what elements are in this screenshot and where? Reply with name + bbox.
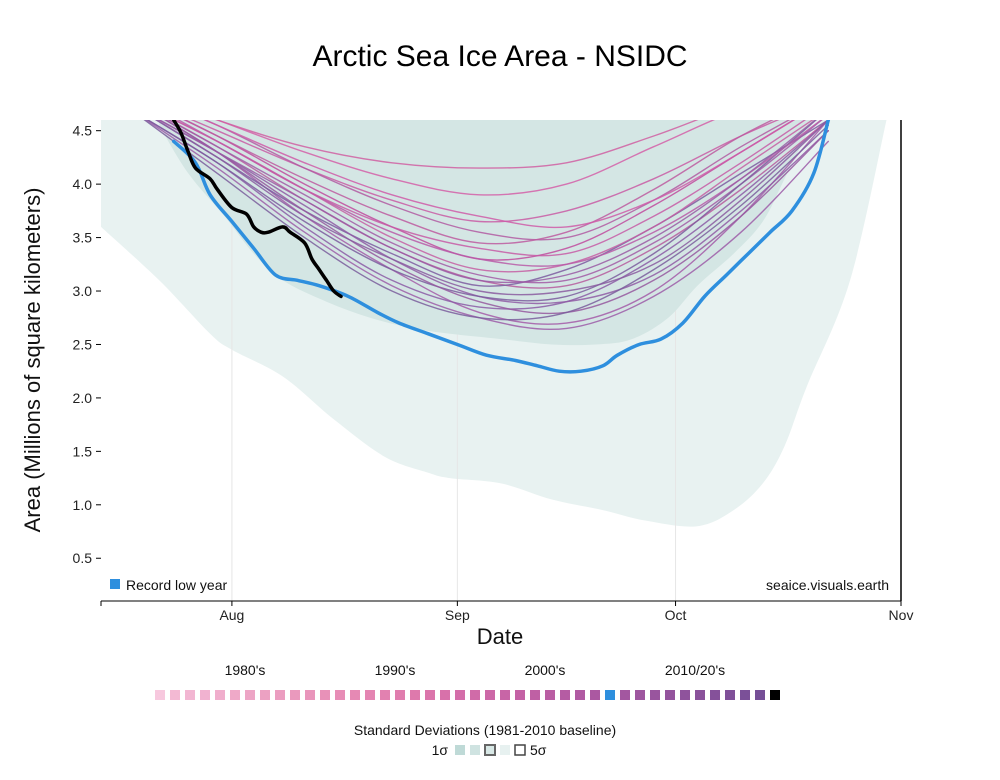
year-legend-square[interactable] — [530, 690, 540, 700]
series-line-2024 — [171, 120, 343, 299]
year-legend-square[interactable] — [170, 690, 180, 700]
year-legend-square[interactable] — [740, 690, 750, 700]
series-line-s7 — [190, 120, 780, 223]
year-legend-square[interactable] — [395, 690, 405, 700]
year-legend-square[interactable] — [410, 690, 420, 700]
y-tick-label: 0.5 — [73, 550, 93, 566]
year-legend-square[interactable] — [155, 690, 165, 700]
year-legend-square[interactable] — [725, 690, 735, 700]
sd-legend-square — [470, 745, 480, 755]
y-tick-label: 4.0 — [73, 176, 93, 192]
year-legend-square[interactable] — [500, 690, 510, 700]
legend-swatch-record-low — [110, 579, 120, 589]
year-legend-square[interactable] — [605, 690, 615, 700]
series-line-s1 — [164, 120, 829, 325]
series-line-s12 — [215, 120, 699, 169]
year-legend-square[interactable] — [545, 690, 555, 700]
year-legend-square[interactable] — [680, 690, 690, 700]
x-axis-title: Date — [477, 624, 523, 649]
y-tick-label: 3.5 — [73, 230, 93, 246]
sd-legend — [455, 744, 526, 756]
year-legend-square[interactable] — [485, 690, 495, 700]
year-legend-square[interactable] — [650, 690, 660, 700]
year-legend-square[interactable] — [455, 690, 465, 700]
sd-low-label: 1σ — [432, 742, 449, 758]
series-line-s15 — [183, 120, 774, 245]
year-legend-square[interactable] — [665, 690, 675, 700]
year-legend-square[interactable] — [290, 690, 300, 700]
year-legend-square[interactable] — [365, 690, 375, 700]
year-legend-square[interactable] — [770, 690, 780, 700]
plot-area — [101, 120, 887, 601]
series-line-s14 — [146, 120, 817, 302]
year-legend-square[interactable] — [635, 690, 645, 700]
sd-legend-square — [514, 744, 526, 756]
year-legend-square[interactable] — [440, 690, 450, 700]
year-legend-square[interactable] — [275, 690, 285, 700]
year-legend-square[interactable] — [695, 690, 705, 700]
series-line-s9 — [203, 120, 791, 241]
series-line-s13 — [167, 120, 823, 284]
y-tick-label: 3.0 — [73, 283, 93, 299]
year-legend-square[interactable] — [230, 690, 240, 700]
y-axis-title: Area (Millions of square kilometers) — [20, 188, 45, 533]
series-line-s6 — [154, 120, 829, 287]
y-tick-label: 1.5 — [73, 443, 93, 459]
year-legend-square[interactable] — [335, 690, 345, 700]
year-legend-square[interactable] — [200, 690, 210, 700]
legend-label-record-low: Record low year — [126, 577, 227, 593]
series-line-s4 — [215, 120, 716, 196]
series-line-s21 — [172, 120, 807, 257]
y-tick-label: 2.0 — [73, 390, 93, 406]
year-legend-square[interactable] — [515, 690, 525, 700]
year-legend-square[interactable] — [245, 690, 255, 700]
year-legend — [155, 690, 780, 700]
year-legend-square[interactable] — [185, 690, 195, 700]
year-legend-square[interactable] — [710, 690, 720, 700]
x-tick-label-oct: Oct — [665, 607, 687, 623]
chart-title: Arctic Sea Ice Area - NSIDC — [312, 40, 688, 73]
year-legend-square[interactable] — [305, 690, 315, 700]
series-line-s22 — [157, 120, 817, 284]
sd-legend-title: Standard Deviations (1981-2010 baseline) — [354, 722, 616, 738]
year-legend-square[interactable] — [320, 690, 330, 700]
source-annotation: seaice.visuals.earth — [766, 577, 889, 593]
series-line-s20 — [143, 120, 829, 321]
year-legend-square[interactable] — [575, 690, 585, 700]
year-legend-square[interactable] — [470, 690, 480, 700]
year-legend-square[interactable] — [260, 690, 270, 700]
year-legend-square[interactable] — [590, 690, 600, 700]
sd-legend-square — [484, 744, 496, 756]
decade-label-2010s: 2010/20's — [665, 662, 725, 678]
year-legend-square[interactable] — [425, 690, 435, 700]
x-tick-label-aug: Aug — [219, 607, 244, 623]
series-line-s3 — [146, 120, 829, 310]
series-line-s16 — [164, 120, 829, 315]
sd-legend-square — [455, 745, 465, 755]
y-tick-label: 4.5 — [73, 123, 93, 139]
series-line-s18 — [155, 120, 829, 296]
y-axis-ticks: 0.5 1.0 1.5 2.0 2.5 3.0 3.5 4.0 4.5 — [73, 123, 101, 566]
year-legend-square[interactable] — [620, 690, 630, 700]
x-axis-ticks: Aug Sep Oct Nov — [219, 601, 913, 623]
year-legend-square[interactable] — [380, 690, 390, 700]
year-legend-square[interactable] — [755, 690, 765, 700]
decade-label-2000s: 2000's — [525, 662, 566, 678]
year-legend-square[interactable] — [350, 690, 360, 700]
year-legend-square[interactable] — [560, 690, 570, 700]
series-layer — [143, 120, 831, 374]
series-line-s17 — [203, 120, 796, 229]
sd-high-label: 5σ — [530, 742, 547, 758]
series-line-record-low-year — [171, 120, 831, 374]
x-tick-label-sep: Sep — [445, 607, 470, 623]
y-tick-label: 2.5 — [73, 336, 93, 352]
y-tick-label: 1.0 — [73, 497, 93, 513]
x-tick-label-nov: Nov — [889, 607, 914, 623]
decade-label-1990s: 1990's — [375, 662, 416, 678]
decade-label-1980s: 1980's — [225, 662, 266, 678]
sd-legend-square — [500, 745, 510, 755]
year-legend-square[interactable] — [215, 690, 225, 700]
